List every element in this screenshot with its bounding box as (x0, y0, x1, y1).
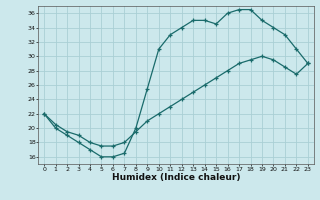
X-axis label: Humidex (Indice chaleur): Humidex (Indice chaleur) (112, 173, 240, 182)
